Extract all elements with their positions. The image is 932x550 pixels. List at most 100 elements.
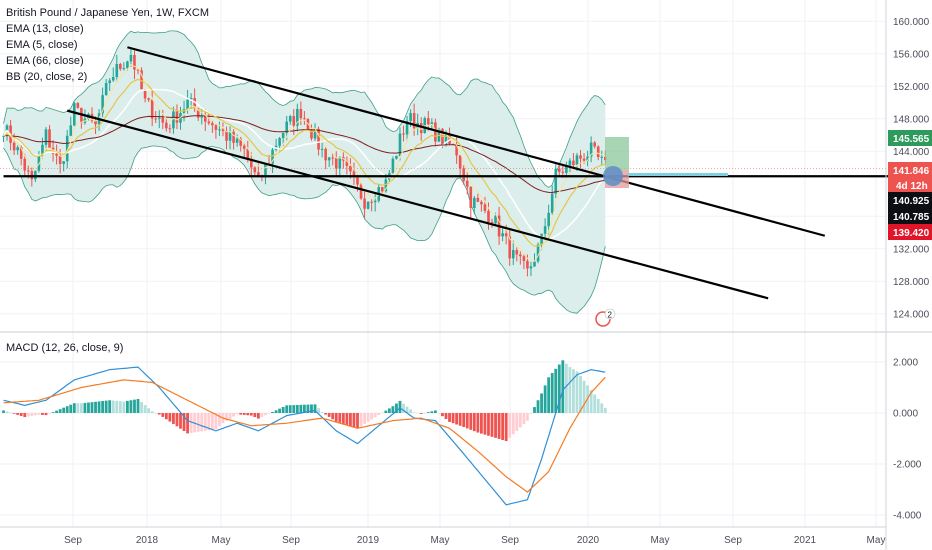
histogram-bar <box>395 403 398 413</box>
histogram-bar <box>575 371 579 413</box>
price-tick-label: 156.000 <box>893 49 930 60</box>
histogram-bar <box>157 413 161 415</box>
candlestick-series[interactable] <box>2 48 607 277</box>
candle-body <box>69 125 73 136</box>
candle-body <box>373 200 377 203</box>
candle-body <box>214 125 218 130</box>
position-tool[interactable] <box>603 137 728 188</box>
histogram-bar <box>143 405 147 413</box>
macd-axis[interactable]: 2.000 0.000 -2.000 -4.000 <box>893 358 922 522</box>
histogram-bar <box>370 413 374 420</box>
candle-body <box>296 108 299 126</box>
low-tag-bg <box>888 224 932 240</box>
candle-body <box>250 159 253 168</box>
candle-body <box>129 55 133 62</box>
candle-body <box>104 83 108 96</box>
histogram-bar <box>526 413 529 421</box>
histogram-bar <box>423 413 427 414</box>
time-tick-label: May <box>867 535 886 546</box>
histogram-bar <box>444 413 448 420</box>
indicator-ema13[interactable]: EMA (13, close) <box>6 23 84 35</box>
candle-body <box>469 186 473 209</box>
histogram-bar <box>203 413 207 431</box>
candle-body <box>444 133 448 145</box>
candle-body <box>101 95 104 114</box>
histogram-bar <box>2 410 5 413</box>
indicator-ema5[interactable]: EMA (5, close) <box>6 39 78 51</box>
candle-body <box>12 142 16 151</box>
candle-body <box>515 250 519 255</box>
candle-body <box>458 155 462 169</box>
candle-body <box>511 250 515 259</box>
histogram-bar <box>320 412 324 413</box>
histogram-bar <box>345 413 349 425</box>
histogram-bar <box>522 413 526 425</box>
macd-legend[interactable]: MACD (12, 26, close, 9) <box>6 342 124 354</box>
indicator-ema66[interactable]: EMA (66, close) <box>6 55 84 67</box>
macd-tick-label: -2.000 <box>893 460 922 471</box>
candle-body <box>391 158 395 174</box>
histogram-bar <box>409 409 412 413</box>
histogram-bar <box>295 404 299 413</box>
histogram-bar <box>225 413 228 421</box>
black-tag-1-bg <box>888 192 932 208</box>
histogram-bar <box>533 407 536 413</box>
candle-body <box>490 221 494 224</box>
histogram-bar <box>154 412 158 414</box>
time-axis[interactable]: Sep 2018 May Sep 2019 May Sep 2020 May Sep 2021 May <box>64 535 885 546</box>
histogram-bar <box>504 413 508 442</box>
candle-body <box>239 138 242 146</box>
histogram-bar <box>433 410 437 413</box>
candle-body <box>565 165 568 173</box>
candle-body <box>313 128 317 139</box>
histogram-bar <box>458 413 462 426</box>
macd-tick-label: -4.000 <box>893 511 922 522</box>
histogram-bar <box>264 413 267 416</box>
histogram-bar <box>380 412 384 414</box>
histogram-bar <box>299 404 303 413</box>
candle-body <box>288 116 292 122</box>
histogram-bar <box>235 413 239 415</box>
candle-body <box>589 142 593 157</box>
indicator-bb[interactable]: BB (20, close, 2) <box>6 71 88 83</box>
price-tick-label: 128.000 <box>893 277 930 288</box>
high-tag-bg <box>888 130 932 146</box>
price-tick-label: 152.000 <box>893 82 930 93</box>
symbol-title[interactable]: British Pound / Japanese Yen, 1W, FXCM <box>6 7 210 19</box>
target-zone[interactable] <box>605 137 629 170</box>
black-tag-2: 140.785 <box>893 212 930 223</box>
histogram-bar <box>451 413 455 424</box>
candle-body <box>356 176 359 185</box>
price-tick-label: 132.000 <box>893 244 930 255</box>
trendlines[interactable] <box>3 46 896 300</box>
histogram-bar <box>465 413 469 429</box>
candle-body <box>398 133 402 156</box>
candle-body <box>232 131 235 143</box>
candle-body <box>44 129 48 145</box>
candle-body <box>409 113 412 122</box>
histogram-bar <box>600 403 604 413</box>
candle-body <box>203 116 207 122</box>
candle-body <box>536 244 540 262</box>
histogram-bar <box>331 413 335 420</box>
candle-body <box>384 179 388 192</box>
candle-body <box>483 204 487 211</box>
histogram-bar <box>214 413 218 430</box>
event-badge-bg <box>604 308 616 320</box>
candle-body <box>317 128 320 150</box>
histogram-bar <box>469 413 473 430</box>
chart-legend[interactable]: British Pound / Japanese Yen, 1W, FXCM E… <box>6 5 209 85</box>
histogram-bar <box>540 393 543 413</box>
histogram-bar <box>246 413 250 416</box>
histogram-bar <box>412 412 416 413</box>
histogram-bar <box>518 413 522 428</box>
histogram-bar <box>472 413 476 432</box>
candle-body <box>349 165 352 172</box>
price-tick-label: 124.000 <box>893 309 930 320</box>
position-marker[interactable] <box>603 166 623 186</box>
candle-body <box>327 157 331 161</box>
time-tick-label: 2019 <box>357 535 380 546</box>
candle-body <box>140 70 143 90</box>
event-icon[interactable]: 2 <box>595 308 616 327</box>
